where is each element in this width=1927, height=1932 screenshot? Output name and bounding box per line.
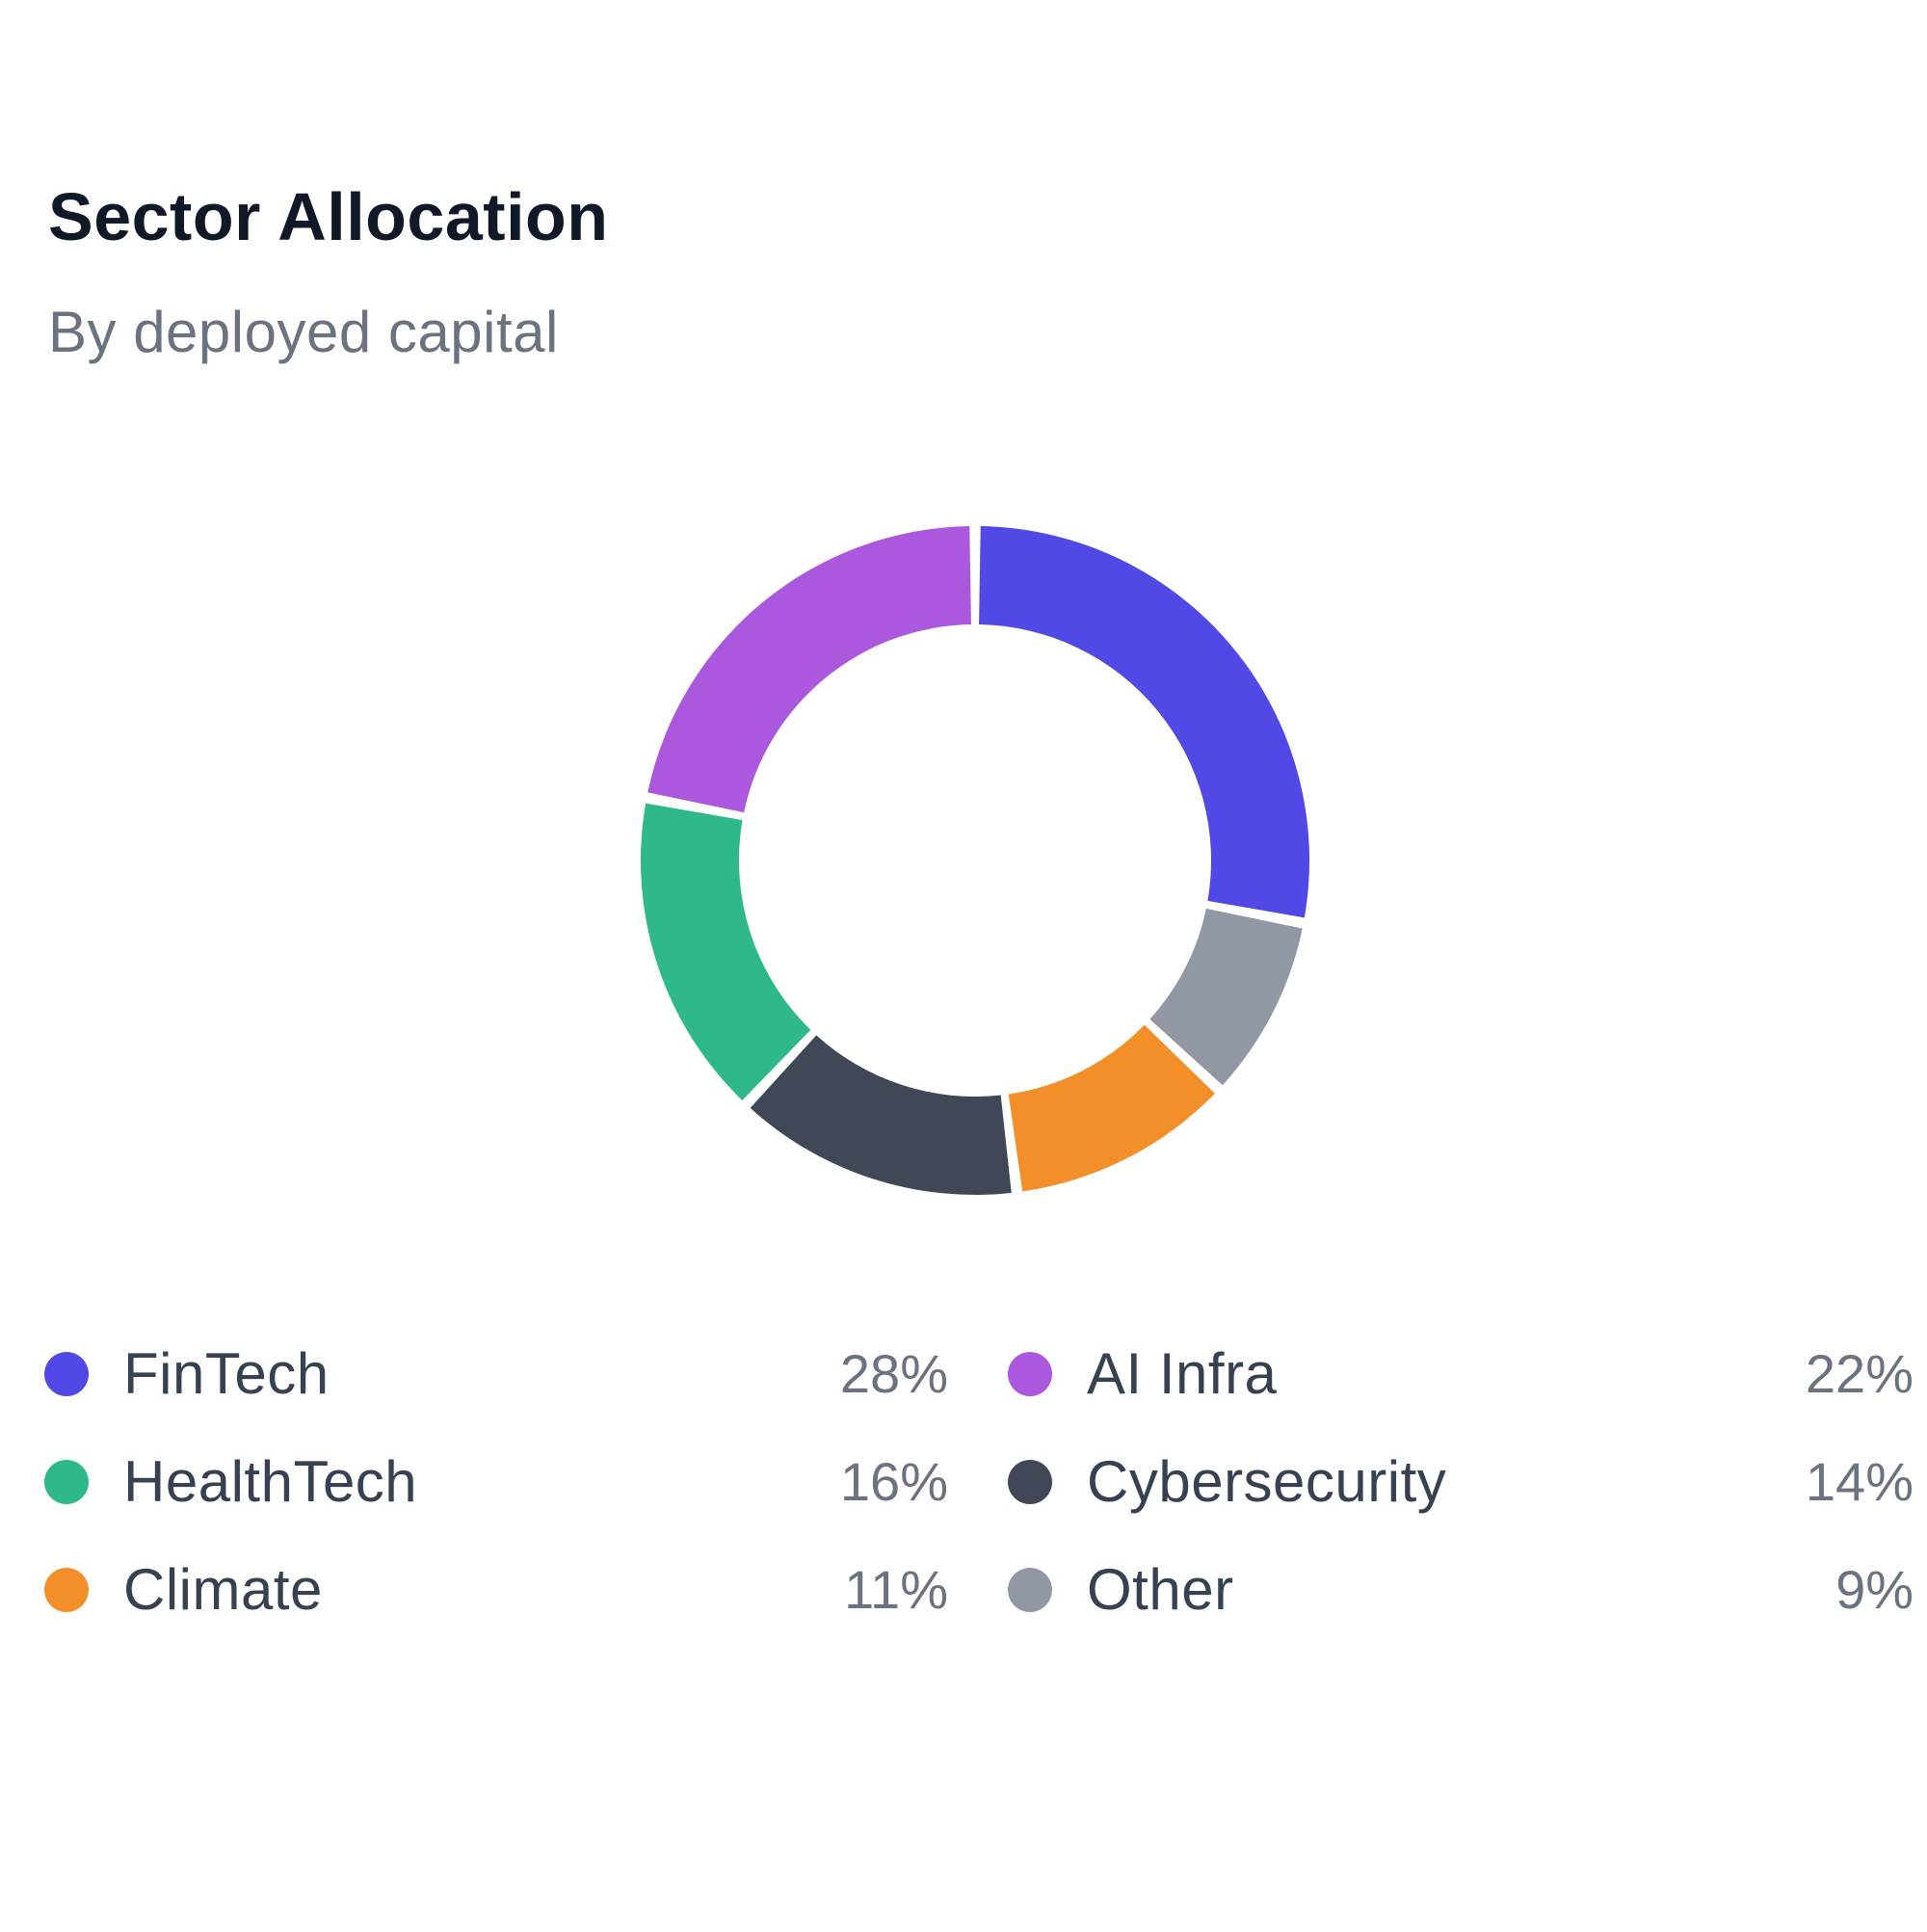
legend-item-healthtech[interactable]: HealthTech 16%	[44, 1428, 948, 1536]
legend-label: Other	[1087, 1557, 1234, 1622]
legend-label: Cybersecurity	[1087, 1449, 1447, 1514]
donut-slice-healthtech[interactable]	[640, 803, 811, 1100]
legend-swatch-ai-infra	[1008, 1352, 1052, 1396]
legend-item-other[interactable]: Other 9%	[1008, 1536, 1914, 1644]
donut-slice-cybersecurity[interactable]	[750, 1035, 1012, 1195]
legend-item-cybersecurity[interactable]: Cybersecurity 14%	[1008, 1428, 1914, 1536]
legend-swatch-other	[1008, 1568, 1052, 1612]
legend-swatch-climate	[44, 1568, 89, 1612]
legend-swatch-cybersecurity	[1008, 1460, 1052, 1504]
chart-subtitle: By deployed capital	[48, 300, 559, 364]
donut-slice-other[interactable]	[1149, 908, 1303, 1086]
legend-row: Climate 11% Other 9%	[44, 1536, 1914, 1644]
legend-value: 14%	[1805, 1451, 1914, 1512]
legend-value: 16%	[839, 1451, 948, 1512]
legend-label: HealthTech	[123, 1449, 418, 1514]
chart-legend: FinTech 28% AI Infra 22% HealthTech 16% …	[44, 1320, 1914, 1644]
legend-swatch-healthtech	[44, 1460, 89, 1504]
donut-slice-climate[interactable]	[1008, 1024, 1215, 1192]
legend-row: FinTech 28% AI Infra 22%	[44, 1320, 1914, 1428]
legend-swatch-fintech	[44, 1352, 89, 1396]
legend-item-fintech[interactable]: FinTech 28%	[44, 1320, 948, 1428]
legend-value: 9%	[1835, 1559, 1914, 1620]
legend-label: Climate	[123, 1557, 323, 1622]
donut-slice-ai-infra[interactable]	[647, 526, 971, 813]
legend-value: 22%	[1805, 1343, 1914, 1404]
legend-value: 28%	[839, 1343, 948, 1404]
donut-slice-fintech[interactable]	[979, 526, 1309, 918]
legend-item-climate[interactable]: Climate 11%	[44, 1536, 948, 1644]
chart-title: Sector Allocation	[48, 179, 609, 254]
legend-label: AI Infra	[1087, 1341, 1278, 1406]
legend-row: HealthTech 16% Cybersecurity 14%	[44, 1428, 1914, 1536]
legend-value: 11%	[844, 1559, 948, 1620]
legend-item-ai-infra[interactable]: AI Infra 22%	[1008, 1320, 1914, 1428]
legend-label: FinTech	[123, 1341, 330, 1406]
